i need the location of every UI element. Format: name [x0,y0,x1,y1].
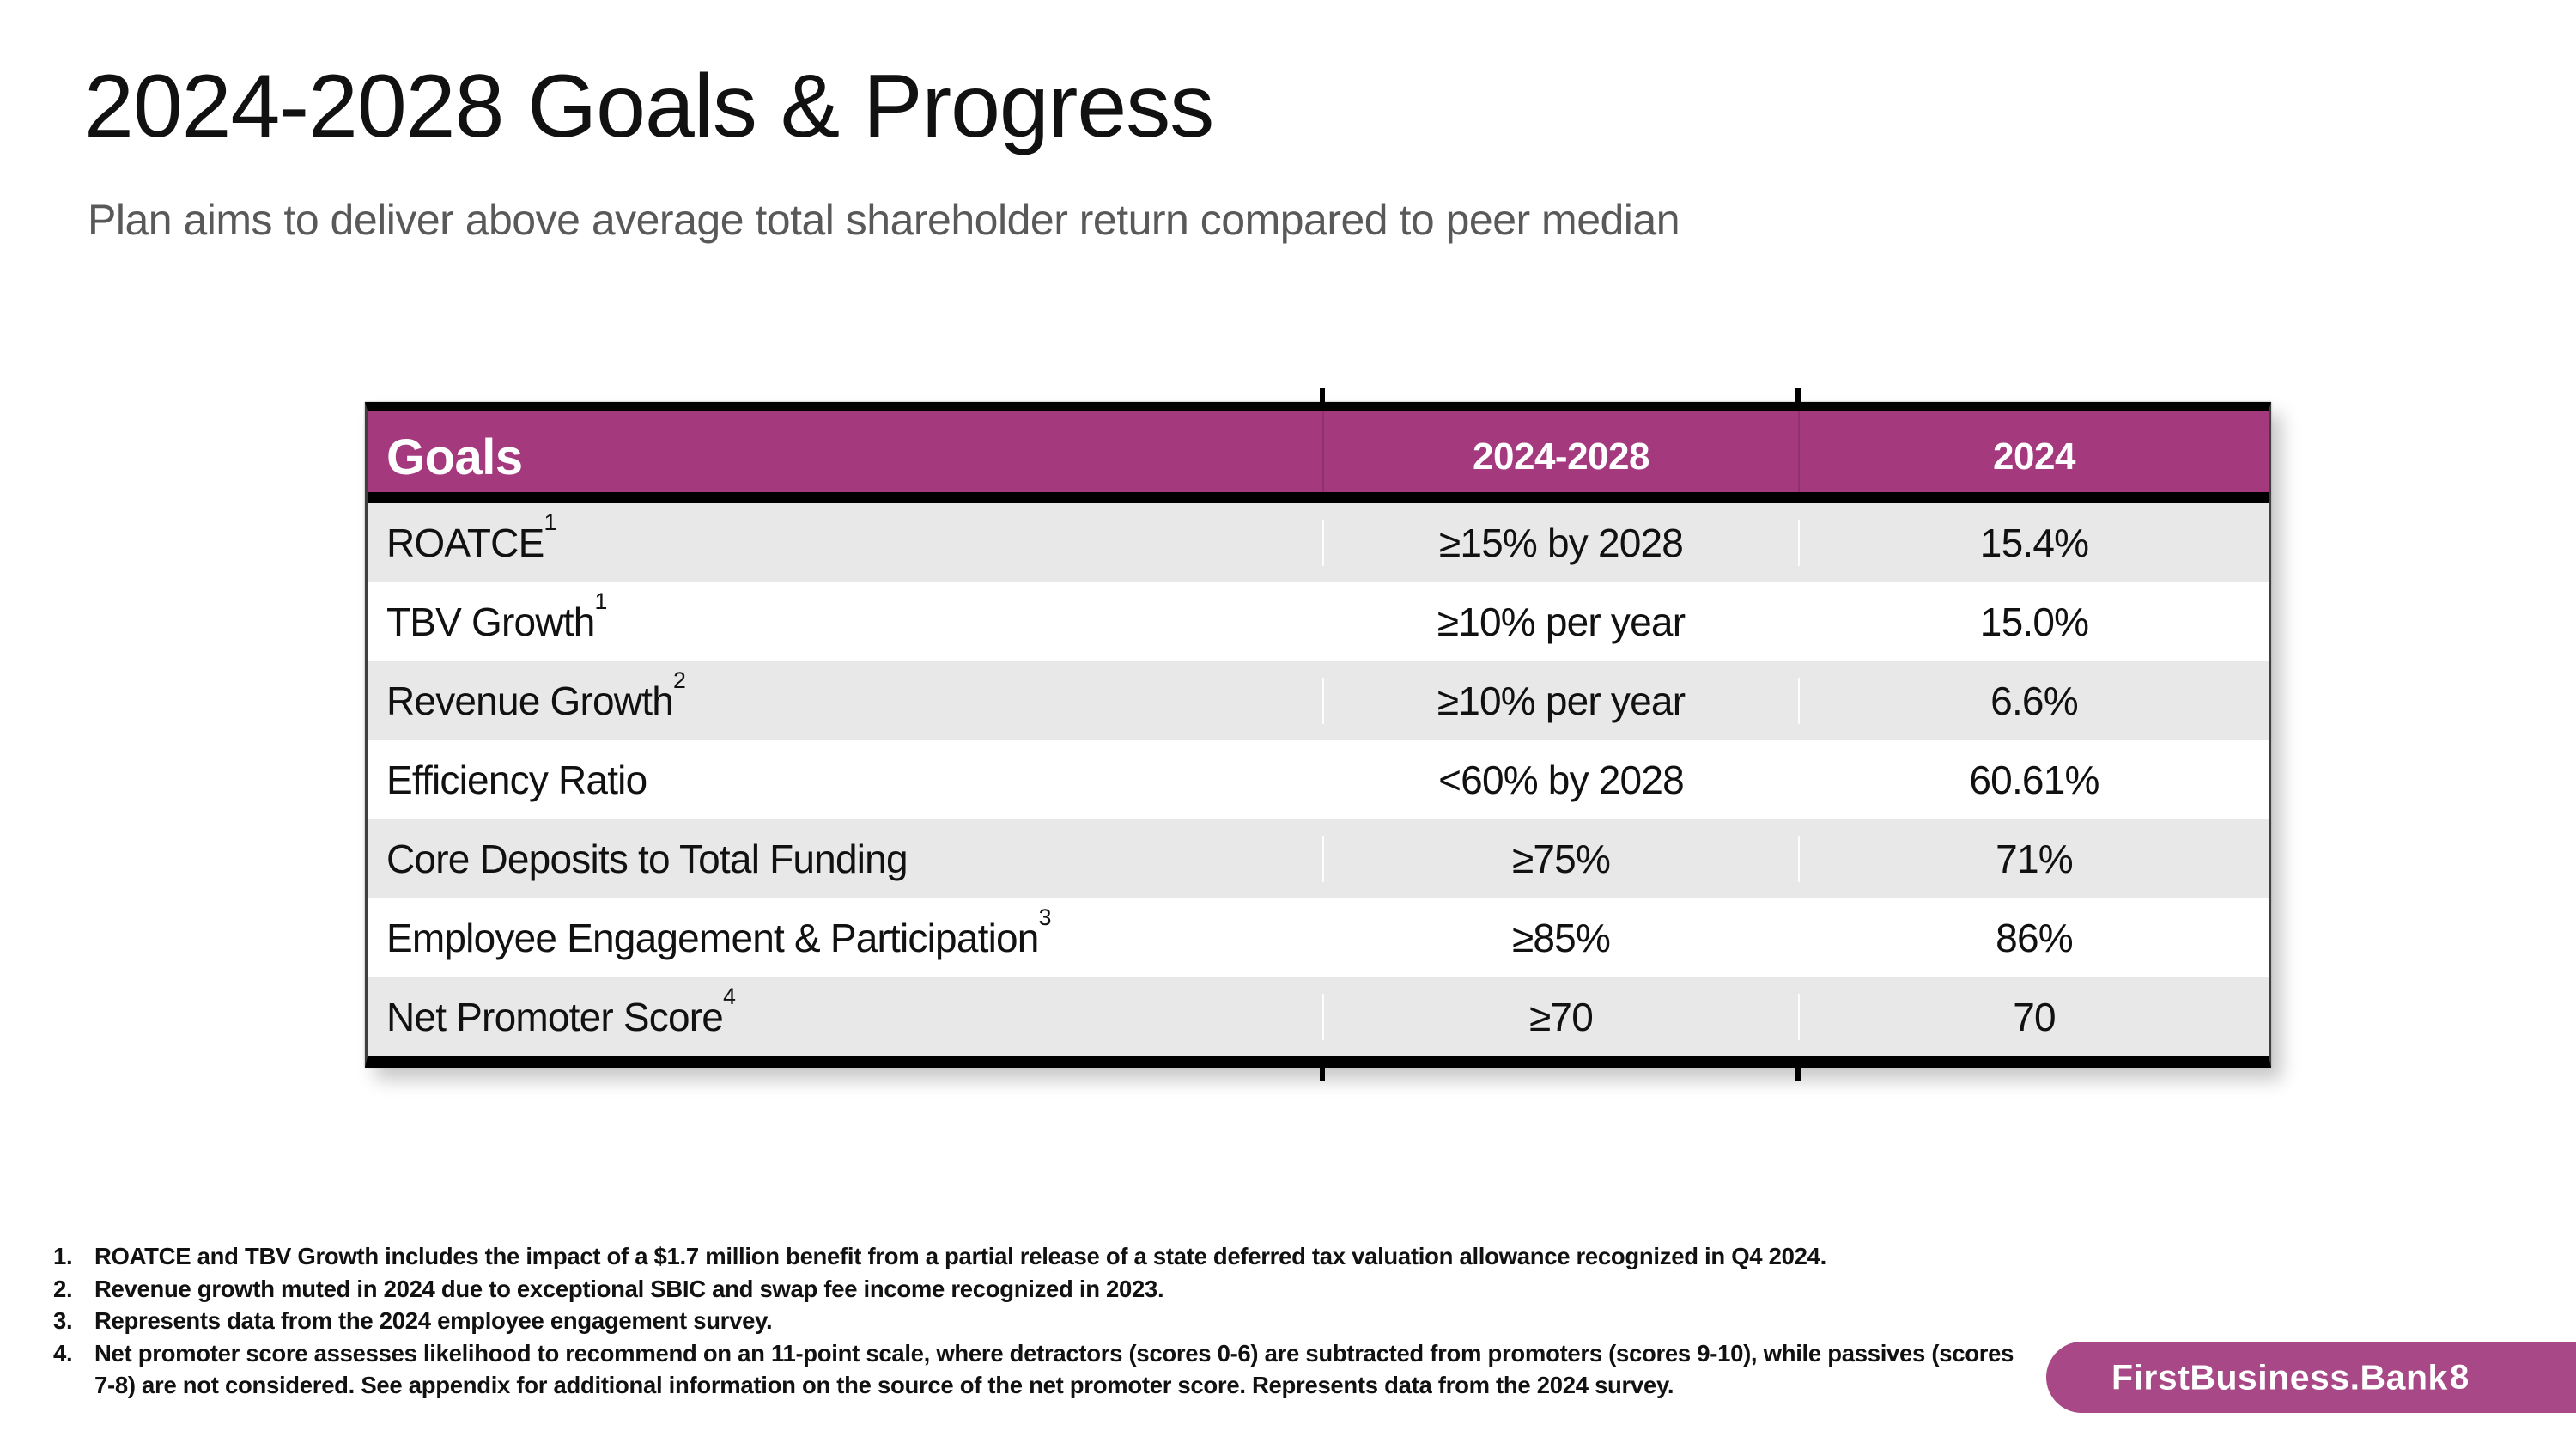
table-bottom-tick-2 [1795,1068,1801,1081]
page-number: 8 [2450,1358,2470,1396]
footnote-item: 4. Net promoter score assesses likelihoo… [53,1337,2018,1402]
goal-label: Net Promoter Score4 [386,983,736,1039]
footnote-marker: 1 [544,509,557,535]
footnote-number: 2. [53,1275,73,1302]
goal-target-value: ≥15% by 2028 [1322,520,1798,566]
footnote-marker: 4 [723,983,736,1009]
goal-label: Employee Engagement & Participation3 [386,904,1052,960]
goal-target-value: ≥10% per year [1322,599,1798,645]
footnote-text: ROATCE and TBV Growth includes the impac… [94,1243,1826,1269]
footnote-marker: 1 [594,588,608,614]
footer-badge: FirstBusiness.Bank 8 [2046,1342,2576,1413]
footnote-item: 1. ROATCE and TBV Growth includes the im… [53,1240,2018,1273]
table-row: Employee Engagement & Participation3 ≥85… [368,898,2269,977]
page-subtitle: Plan aims to deliver above average total… [88,196,1680,244]
goals-table: Goals 2024-2028 2024 ROATCE1 ≥15% by 202… [365,388,2271,1081]
goal-target-value: ≥70 [1322,994,1798,1040]
column-header-goals: Goals [386,429,523,485]
table-row: Efficiency Ratio <60% by 2028 60.61% [368,740,2269,819]
goal-target-value: <60% by 2028 [1322,757,1798,803]
footnote-marker: 2 [672,667,686,693]
goal-actual-value: 86% [1798,915,2269,961]
footnote-number: 3. [53,1307,73,1334]
footnote-text: Revenue growth muted in 2024 due to exce… [94,1275,1164,1302]
table-row: Net Promoter Score4 ≥70 70 [368,977,2269,1056]
footnote-number: 1. [53,1243,73,1269]
goal-actual-value: 15.0% [1798,599,2269,645]
goal-label: Efficiency Ratio [386,758,647,802]
footnotes: 1. ROATCE and TBV Growth includes the im… [53,1240,2018,1402]
table-top-tick-1 [1320,388,1325,402]
footnote-marker: 3 [1038,904,1052,930]
table-row: Core Deposits to Total Funding ≥75% 71% [368,819,2269,898]
table-row: ROATCE1 ≥15% by 2028 15.4% [368,503,2269,582]
goal-actual-value: 6.6% [1798,678,2269,724]
table-row: TBV Growth1 ≥10% per year 15.0% [368,582,2269,661]
table-bottom-tick-1 [1320,1068,1325,1081]
goal-actual-value: 70 [1798,994,2269,1040]
goal-actual-value: 60.61% [1798,757,2269,803]
table-header-row: Goals 2024-2028 2024 [368,411,2269,503]
footnote-text: Represents data from the 2024 employee e… [94,1307,773,1334]
page-title: 2024-2028 Goals & Progress [84,57,1214,156]
column-header-2024-2028: 2024-2028 [1322,411,1798,503]
goal-actual-value: 15.4% [1798,520,2269,566]
footnote-number: 4. [53,1339,73,1367]
brand-logo-text: FirstBusiness.Bank [2111,1357,2448,1397]
footnote-text: Net promoter score assesses likelihood t… [94,1339,2014,1399]
table-body: ROATCE1 ≥15% by 2028 15.4% TBV Growth1 ≥… [368,503,2269,1056]
footnote-item: 3. Represents data from the 2024 employe… [53,1305,2018,1337]
table-row: Revenue Growth2 ≥10% per year 6.6% [368,661,2269,740]
table-top-tick-2 [1795,388,1801,402]
goal-actual-value: 71% [1798,836,2269,882]
goal-label: Revenue Growth2 [386,667,686,723]
goal-target-value: ≥75% [1322,836,1798,882]
goal-label: Core Deposits to Total Funding [386,837,908,881]
column-header-2024: 2024 [1798,411,2269,503]
goal-target-value: ≥85% [1322,915,1798,961]
goal-target-value: ≥10% per year [1322,678,1798,724]
goal-label: ROATCE1 [386,509,557,565]
footnote-item: 2. Revenue growth muted in 2024 due to e… [53,1273,2018,1306]
goal-label: TBV Growth1 [386,588,608,644]
